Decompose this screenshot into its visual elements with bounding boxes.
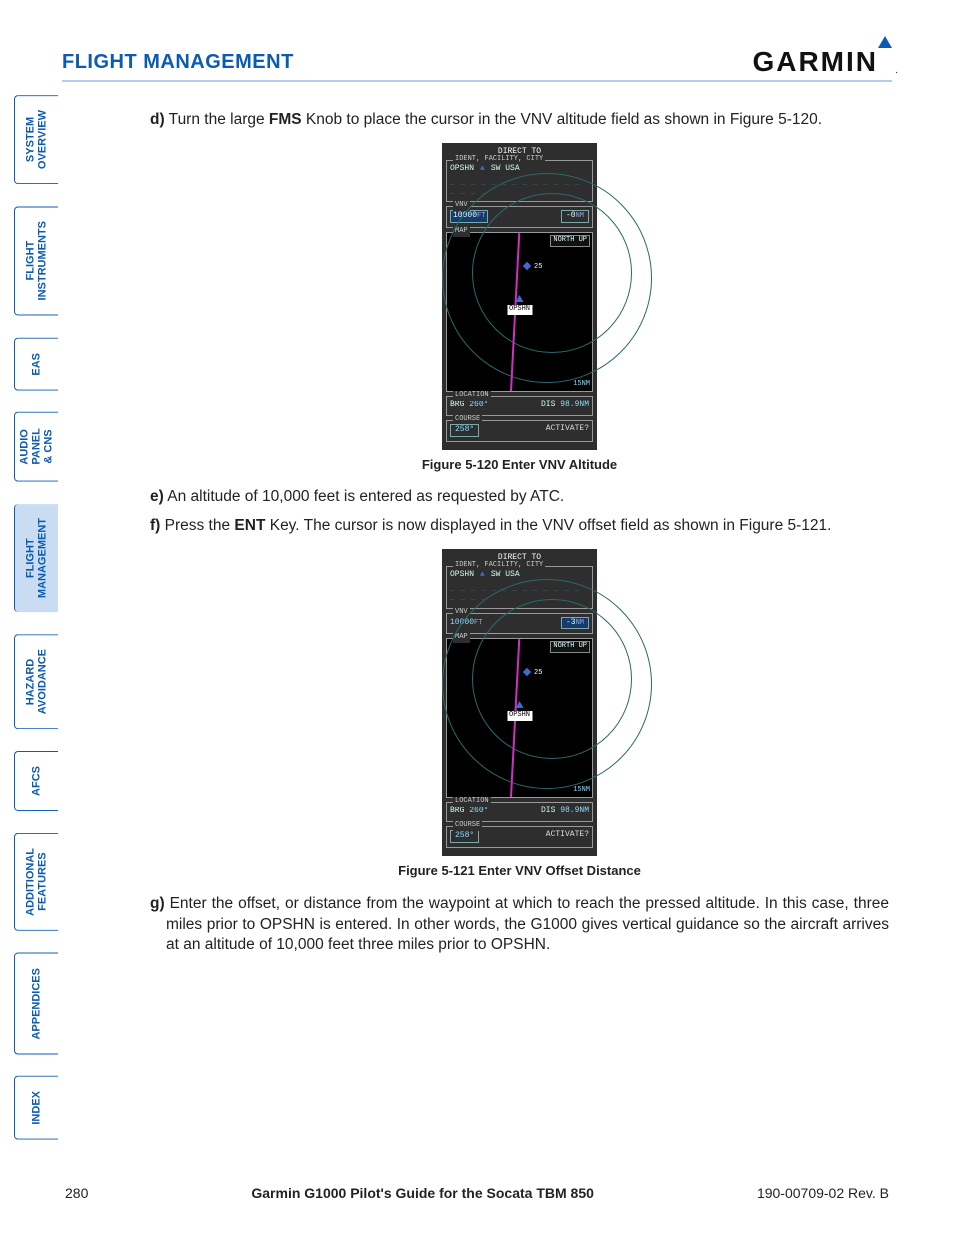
step-g-label: g) (150, 895, 165, 912)
figure-5-120-caption: Figure 5-120 Enter VNV Altitude (150, 456, 889, 474)
g1000-screen-120: DIRECT TO IDENT, FACILITY, CITY OPSHN ▲ … (442, 143, 597, 450)
map-waypoint-25-2: 25 (534, 669, 542, 678)
dis-value-2: 98.9NM (560, 806, 589, 815)
step-d-bold: FMS (269, 111, 302, 128)
dis-label: DIS (541, 400, 555, 409)
page-number: 280 (65, 1185, 88, 1201)
brg-label: BRG (450, 400, 464, 409)
tab-eas[interactable]: EAS (14, 338, 58, 391)
tab-afcs[interactable]: AFCS (14, 751, 58, 811)
ident-value: OPSHN (450, 164, 474, 175)
ident-value-2: OPSHN (450, 570, 474, 581)
tab-flight-management[interactable]: FLIGHTMANAGEMENT (14, 504, 58, 612)
course-value[interactable]: 258° (450, 424, 479, 437)
activate-prompt[interactable]: ACTIVATE? (546, 424, 589, 437)
step-d-label: d) (150, 111, 165, 128)
map-scale: 15NM (573, 380, 590, 389)
tab-flight-instruments[interactable]: FLIGHTINSTRUMENTS (14, 206, 58, 315)
region-value: SW USA (491, 164, 520, 175)
ident-group-label: IDENT, FACILITY, CITY (453, 155, 545, 164)
garmin-logo: GARMIN. (752, 46, 892, 78)
location-group: LOCATION BRG 260° DIS 98.9NM (446, 396, 593, 416)
waypoint-icon: ▲ (480, 164, 485, 175)
step-d-post: Knob to place the cursor in the VNV alti… (302, 111, 822, 128)
course-group-2: COURSE 258° ACTIVATE? (446, 826, 593, 848)
step-d-pre: Turn the large (169, 111, 269, 128)
course-group-label-2: COURSE (453, 821, 482, 830)
doc-revision: 190-00709-02 Rev. B (757, 1185, 889, 1201)
step-f-label: f) (150, 517, 160, 534)
guide-title: Garmin G1000 Pilot's Guide for the Socat… (251, 1185, 594, 1201)
ident-group-label-2: IDENT, FACILITY, CITY (453, 561, 545, 570)
step-f-post: Key. The cursor is now displayed in the … (265, 517, 831, 534)
logo-period: . (895, 65, 900, 76)
dis-value: 98.9NM (560, 400, 589, 409)
page-header: FLIGHT MANAGEMENT GARMIN. (62, 46, 892, 78)
course-group-label: COURSE (453, 415, 482, 424)
step-f-bold: ENT (234, 517, 265, 534)
header-rule (62, 80, 892, 82)
map-range-arc-2b (442, 579, 652, 789)
brg-label-2: BRG (450, 806, 464, 815)
brg-value: 260° (469, 400, 488, 409)
map-panel: MAP NORTH UP 25 OPSHN 15NM (446, 232, 593, 392)
sidebar-tabs: SYSTEMOVERVIEW FLIGHTINSTRUMENTS EAS AUD… (14, 95, 58, 1140)
page-footer: 280 Garmin G1000 Pilot's Guide for the S… (65, 1185, 889, 1201)
step-d: d) Turn the large FMS Knob to place the … (150, 110, 889, 131)
waypoint-icon-2: ▲ (480, 570, 485, 581)
map-waypoint-opshn-2: OPSHN (507, 711, 532, 720)
step-f: f) Press the ENT Key. The cursor is now … (150, 516, 889, 537)
g1000-screen-121: DIRECT TO IDENT, FACILITY, CITY OPSHN ▲ … (442, 549, 597, 856)
map-panel-2: MAP NORTH UP 25 OPSHN 15NM (446, 638, 593, 798)
tab-hazard-avoidance[interactable]: HAZARDAVOIDANCE (14, 634, 58, 729)
step-e-label: e) (150, 488, 164, 505)
step-g: g) Enter the offset, or distance from th… (150, 894, 889, 957)
map-waypoint-25: 25 (534, 263, 542, 272)
section-title: FLIGHT MANAGEMENT (62, 51, 294, 78)
course-group: COURSE 258° ACTIVATE? (446, 420, 593, 442)
content-area: d) Turn the large FMS Knob to place the … (150, 110, 889, 964)
tab-additional-features[interactable]: ADDITIONALFEATURES (14, 833, 58, 931)
location-group-label: LOCATION (453, 391, 491, 400)
brg-value-2: 260° (469, 806, 488, 815)
map-waypoint-opshn: OPSHN (507, 305, 532, 314)
dis-label-2: DIS (541, 806, 555, 815)
logo-text: GARMIN (752, 46, 878, 77)
step-e-text: An altitude of 10,000 feet is entered as… (167, 488, 564, 505)
step-e: e) An altitude of 10,000 feet is entered… (150, 487, 889, 508)
location-group-2: LOCATION BRG 260° DIS 98.9NM (446, 802, 593, 822)
figure-5-121-caption: Figure 5-121 Enter VNV Offset Distance (150, 862, 889, 880)
location-group-label-2: LOCATION (453, 797, 491, 806)
step-g-text: Enter the offset, or distance from the w… (166, 895, 889, 954)
map-scale-2: 15NM (573, 786, 590, 795)
tab-system-overview[interactable]: SYSTEMOVERVIEW (14, 95, 58, 184)
figure-5-120-block: DIRECT TO IDENT, FACILITY, CITY OPSHN ▲ … (150, 143, 889, 450)
map-range-arc-2 (442, 173, 652, 383)
logo-delta-icon (878, 36, 892, 48)
tab-audio-panel-cns[interactable]: AUDIO PANEL& CNS (14, 412, 58, 482)
figure-5-121-block: DIRECT TO IDENT, FACILITY, CITY OPSHN ▲ … (150, 549, 889, 856)
course-value-2[interactable]: 258° (450, 830, 479, 843)
tab-index[interactable]: INDEX (14, 1076, 58, 1140)
region-value-2: SW USA (491, 570, 520, 581)
step-f-pre: Press the (160, 517, 234, 534)
activate-prompt-2[interactable]: ACTIVATE? (546, 830, 589, 843)
tab-appendices[interactable]: APPENDICES (14, 953, 58, 1055)
